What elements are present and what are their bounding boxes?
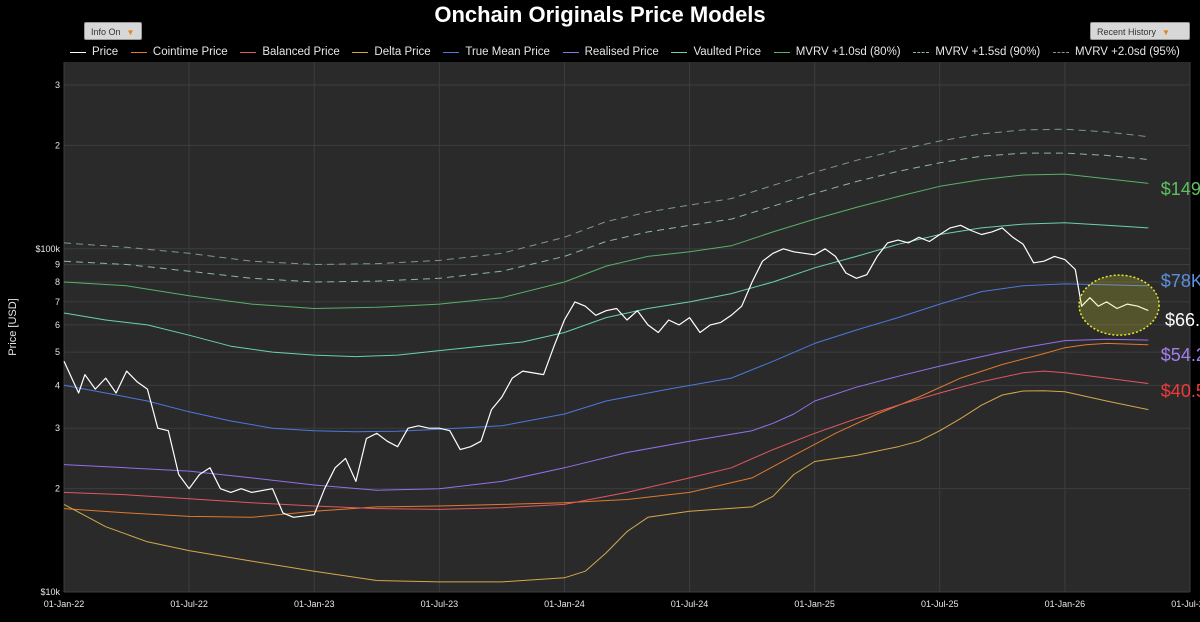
legend-item-cointime-price[interactable]: Cointime Price bbox=[130, 46, 228, 58]
series-line-mvrv-1-0sd-80 bbox=[63, 173, 1149, 309]
plot-area bbox=[64, 62, 1190, 592]
legend-label: Delta Price bbox=[374, 46, 431, 58]
legend-label: Balanced Price bbox=[262, 46, 340, 58]
x-tick-label: 01-Jul-23 bbox=[421, 599, 459, 609]
legend-swatch-icon bbox=[130, 51, 147, 53]
y-tick-label: 2 bbox=[55, 140, 60, 150]
y-tick-label: 7 bbox=[55, 297, 60, 307]
legend-item-realised-price[interactable]: Realised Price bbox=[562, 46, 659, 58]
legend-label: Vaulted Price bbox=[693, 46, 761, 58]
y-tick-label: 5 bbox=[55, 347, 60, 357]
y-tick-label: 2 bbox=[55, 484, 60, 494]
annotation-label: $66.1K bbox=[1165, 310, 1200, 330]
legend-swatch-icon bbox=[240, 51, 257, 53]
legend-item-mvrv-1-5sd-90[interactable]: MVRV +1.5sd (90%) bbox=[913, 46, 1040, 58]
legend-item-true-mean-price[interactable]: True Mean Price bbox=[443, 46, 550, 58]
series-line-true-mean-price bbox=[63, 283, 1149, 433]
x-tick-label: 01-Jan-24 bbox=[544, 599, 585, 609]
legend-swatch-icon bbox=[671, 51, 688, 53]
x-tick-label: 01-Jan-22 bbox=[44, 599, 85, 609]
annotation-label: $149.4K bbox=[1161, 179, 1200, 199]
legend-label: Realised Price bbox=[584, 46, 659, 58]
annotation-label: $78K bbox=[1161, 271, 1200, 291]
series-line-balanced-price bbox=[63, 370, 1149, 510]
x-tick-label: 01-Jan-25 bbox=[794, 599, 835, 609]
y-tick-label: 3 bbox=[55, 423, 60, 433]
info-toggle-button[interactable]: Info On ▼ bbox=[84, 22, 142, 40]
legend-label: True Mean Price bbox=[465, 46, 550, 58]
x-tick-label: 01-Jul-22 bbox=[170, 599, 208, 609]
y-tick-label: $100k bbox=[35, 244, 60, 254]
legend-item-delta-price[interactable]: Delta Price bbox=[352, 46, 431, 58]
x-tick-label: 01-Jan-26 bbox=[1045, 599, 1086, 609]
dropdown-arrow-icon: ▼ bbox=[126, 28, 135, 37]
series-line-price bbox=[63, 224, 1149, 518]
series-line-mvrv-1-5sd-90 bbox=[63, 152, 1149, 283]
chart-title: Onchain Originals Price Models bbox=[434, 2, 766, 27]
legend-label: Cointime Price bbox=[152, 46, 228, 58]
legend-swatch-icon bbox=[1052, 51, 1069, 53]
legend-swatch-icon bbox=[443, 51, 460, 53]
y-tick-label: 6 bbox=[55, 320, 60, 330]
recent-price-highlight bbox=[1078, 274, 1160, 336]
chart-legend: Price Cointime Price Balanced Price Delta P… bbox=[70, 44, 1180, 60]
x-tick-label: 01-Jul-24 bbox=[671, 599, 709, 609]
legend-label: MVRV +1.5sd (90%) bbox=[935, 46, 1041, 58]
y-tick-label: 4 bbox=[55, 380, 60, 390]
x-tick-label: 01-Jan-23 bbox=[294, 599, 335, 609]
dropdown-arrow-icon: ▼ bbox=[1162, 28, 1170, 37]
legend-label: MVRV +1.0sd (80%) bbox=[795, 46, 901, 58]
history-range-label: Recent History bbox=[1097, 27, 1157, 37]
legend-swatch-icon bbox=[773, 51, 790, 53]
legend-item-mvrv-2-0sd-95[interactable]: MVRV +2.0sd (95%) bbox=[1052, 46, 1180, 58]
x-tick-label: 01-Jul-25 bbox=[921, 599, 959, 609]
legend-swatch-icon bbox=[352, 51, 369, 53]
y-tick-label: 3 bbox=[55, 80, 60, 90]
legend-label: MVRV +2.0sd (95%) bbox=[1074, 46, 1180, 58]
y-tick-label: 8 bbox=[55, 277, 60, 287]
legend-item-price[interactable]: Price bbox=[70, 46, 118, 58]
legend-item-vaulted-price[interactable]: Vaulted Price bbox=[671, 46, 761, 58]
series-line-delta-price bbox=[63, 390, 1149, 583]
x-tick-label: 01-Jul-26 bbox=[1171, 599, 1200, 609]
legend-label: Price bbox=[92, 46, 119, 58]
series-line-realised-price bbox=[63, 338, 1149, 491]
history-range-button[interactable]: Recent History ▼ bbox=[1090, 22, 1190, 40]
y-tick-label: 9 bbox=[55, 259, 60, 269]
series-line-vaulted-price bbox=[63, 222, 1149, 358]
legend-item-balanced-price[interactable]: Balanced Price bbox=[240, 46, 340, 58]
y-axis-label: Price [USD] bbox=[7, 298, 19, 355]
info-toggle-label: Info On bbox=[91, 27, 121, 37]
legend-swatch-icon bbox=[562, 51, 579, 53]
legend-item-mvrv-1-0sd-80[interactable]: MVRV +1.0sd (80%) bbox=[773, 46, 901, 58]
legend-swatch-icon bbox=[913, 51, 930, 53]
annotation-label: $40.5K bbox=[1161, 381, 1200, 401]
legend-swatch-icon bbox=[70, 51, 86, 53]
y-tick-label: $10k bbox=[40, 587, 60, 597]
series-line-mvrv-2-0sd-95 bbox=[63, 128, 1149, 265]
series-line-cointime-price bbox=[63, 342, 1149, 518]
annotation-label: $54.2K bbox=[1161, 345, 1200, 365]
